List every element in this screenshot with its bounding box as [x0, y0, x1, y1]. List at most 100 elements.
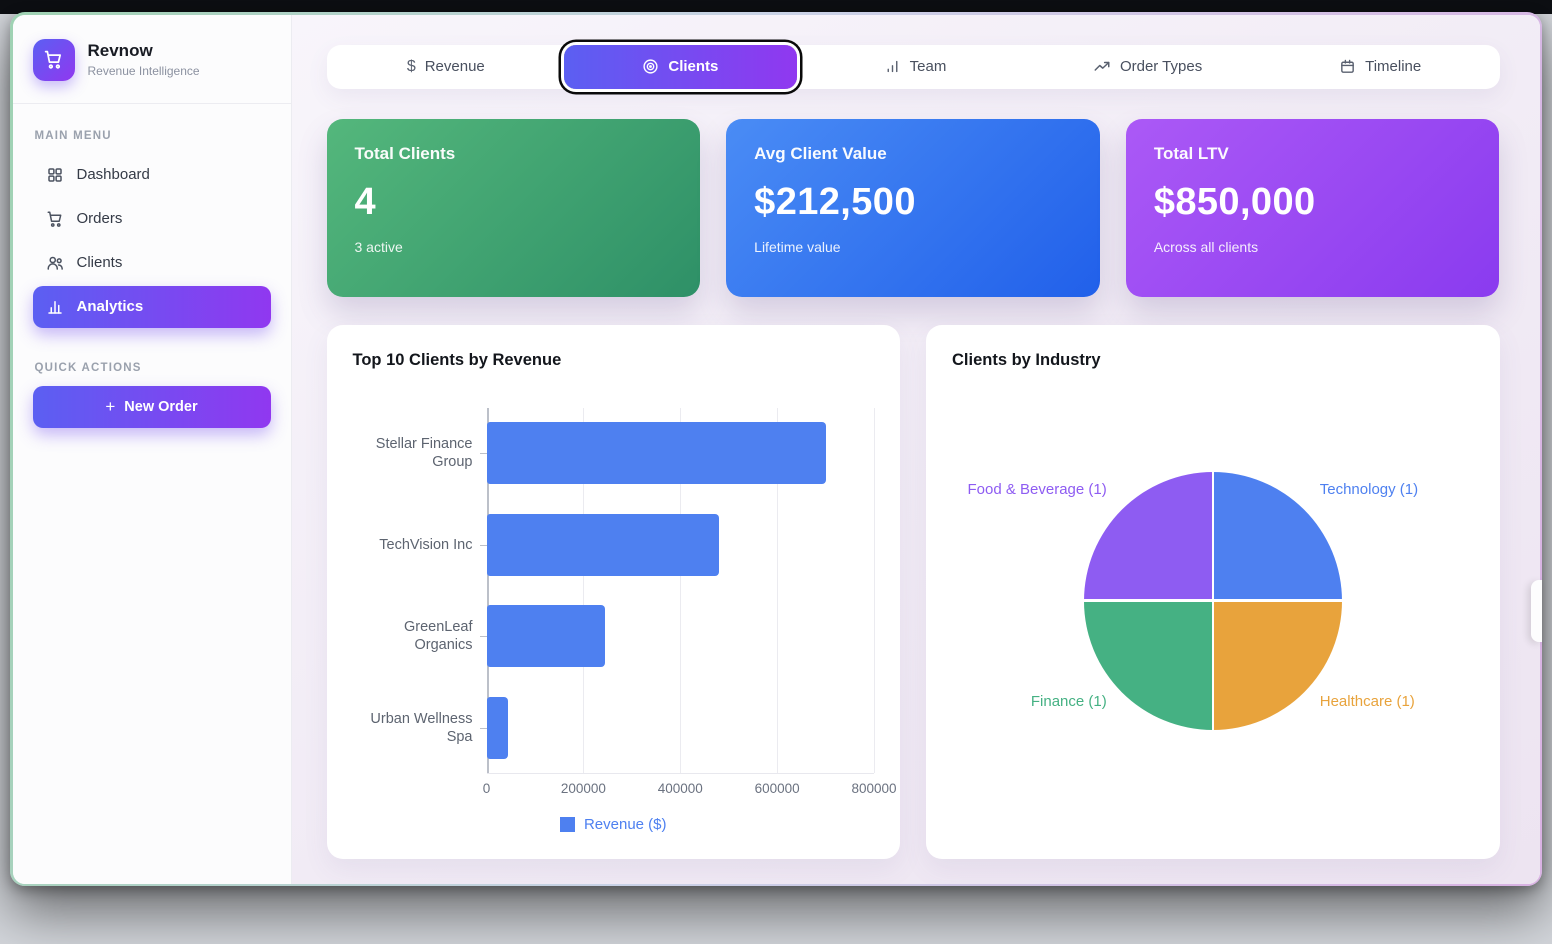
bar — [486, 605, 606, 668]
bar-chart-plot: 0 200000 400000 600000 800000 Stellar Finance… — [370, 407, 897, 796]
sidebar-item-orders[interactable]: Orders — [33, 198, 271, 240]
x-tick-label: 0 — [482, 780, 491, 796]
pie-chart-card: Clients by Industry Technology (1) Health… — [926, 324, 1500, 859]
y-tick-mark — [479, 453, 487, 455]
y-tick-mark — [479, 544, 487, 546]
app-window: Revnow Revenue Intelligence MAIN MENU Da… — [10, 12, 1542, 886]
bar — [486, 422, 826, 485]
stat-subtext: 3 active — [354, 238, 403, 255]
category-label: GreenLeaf Organics — [403, 619, 473, 654]
trending-up-icon — [1093, 58, 1111, 76]
pie-slice-label: Finance (1) — [1030, 692, 1107, 710]
stat-value: 4 — [354, 180, 377, 223]
sidebar-item-label: Orders — [76, 210, 123, 227]
y-axis-line — [486, 407, 489, 773]
cart-icon — [43, 49, 64, 70]
bar-chart-icon — [46, 298, 64, 316]
stat-subtext: Across all clients — [1153, 238, 1259, 255]
bar — [486, 513, 719, 576]
pie-slice-label: Technology (1) — [1319, 480, 1419, 498]
x-tick-label: 600000 — [754, 780, 800, 796]
bar-row — [486, 499, 875, 591]
pie-slice-label: Food & Beverage (1) — [967, 480, 1107, 498]
pie-slice-label: Healthcare (1) — [1319, 692, 1415, 710]
tab-label: Timeline — [1365, 58, 1422, 75]
analytics-tabbar: $ Revenue Clients — [326, 44, 1500, 89]
bar — [486, 696, 509, 759]
stat-value: $850,000 — [1153, 180, 1316, 223]
bar-chart-icon — [884, 58, 901, 75]
sidebar-item-label: Dashboard — [76, 166, 150, 183]
gridline — [680, 407, 682, 773]
chart-legend[interactable]: Revenue ($) — [353, 816, 875, 833]
calendar-icon — [1339, 58, 1356, 75]
app-window-content: Revnow Revenue Intelligence MAIN MENU Da… — [12, 14, 1540, 884]
stat-title: Total Clients — [354, 143, 456, 163]
x-tick-label: 200000 — [560, 780, 606, 796]
pie-chart — [1083, 471, 1342, 730]
legend-label: Revenue ($) — [583, 815, 667, 833]
tab-label: Team — [909, 58, 947, 75]
bar-row — [486, 408, 875, 500]
main-content: $ Revenue Clients — [291, 14, 1540, 884]
legend-swatch — [559, 816, 575, 832]
stat-title: Avg Client Value — [754, 143, 887, 163]
sidebar-item-label: Analytics — [76, 298, 144, 315]
pie-chart-area: Technology (1) Healthcare (1) Finance (1) F… — [952, 376, 1474, 826]
stat-value: $212,500 — [754, 180, 916, 223]
stat-cards: Total Clients 4 3 active Avg Client Valu… — [326, 118, 1500, 297]
category-label: Stellar Finance Group — [375, 436, 473, 471]
bar-row — [486, 591, 875, 683]
gridline — [777, 407, 779, 773]
brand: Revnow Revenue Intelligence — [12, 37, 291, 104]
tab-revenue[interactable]: $ Revenue — [330, 45, 563, 89]
side-drawer-handle[interactable] — [1531, 580, 1542, 642]
category-label: TechVision Inc — [379, 536, 473, 553]
quick-actions-label: QUICK ACTIONS — [34, 361, 142, 374]
tab-order-types[interactable]: Order Types — [1031, 45, 1264, 89]
new-order-label: New Order — [124, 398, 198, 415]
desktop-top-strip — [0, 0, 1552, 14]
brand-tagline: Revenue Intelligence — [87, 64, 200, 78]
stat-card-avg-client-value: Avg Client Value $212,500 Lifetime value — [726, 118, 1100, 297]
brand-logo — [32, 38, 75, 81]
stat-card-total-ltv: Total LTV $850,000 Across all clients — [1125, 118, 1500, 297]
bar-chart-title: Top 10 Clients by Revenue — [352, 350, 562, 369]
tab-label: Clients — [668, 58, 719, 75]
y-tick-mark — [479, 636, 487, 638]
main-menu-label: MAIN MENU — [34, 129, 112, 142]
cart-icon — [46, 210, 64, 228]
tab-label: Revenue — [424, 58, 485, 75]
dollar-icon: $ — [406, 57, 416, 75]
sidebar: Revnow Revenue Intelligence MAIN MENU Da… — [12, 14, 292, 884]
target-icon — [642, 58, 659, 75]
new-order-button[interactable]: + New Order — [32, 385, 271, 428]
brand-name: Revnow — [87, 41, 153, 60]
y-tick-mark — [479, 727, 487, 729]
tab-clients[interactable]: Clients — [564, 44, 797, 89]
gridline — [874, 407, 875, 773]
category-label: Urban Wellness Spa — [370, 710, 473, 745]
sidebar-item-label: Clients — [76, 254, 123, 271]
bar-row — [486, 682, 875, 774]
stat-subtext: Lifetime value — [754, 238, 841, 255]
grid-icon — [46, 166, 64, 184]
plus-icon: + — [105, 396, 116, 416]
bar-chart-card: Top 10 Clients by Revenue 0 200000 400000 6… — [326, 324, 900, 859]
sidebar-item-dashboard[interactable]: Dashboard — [33, 154, 271, 196]
charts-row: Top 10 Clients by Revenue 0 200000 400000 6… — [326, 324, 1500, 859]
x-tick-label: 400000 — [657, 780, 703, 796]
brand-text: Revnow Revenue Intelligence — [88, 41, 200, 78]
stat-card-total-clients: Total Clients 4 3 active — [326, 118, 701, 297]
sidebar-item-analytics[interactable]: Analytics — [32, 285, 271, 328]
tab-timeline[interactable]: Timeline — [1264, 45, 1497, 89]
tab-team[interactable]: Team — [799, 45, 1032, 89]
pie-slice-border — [1083, 599, 1342, 602]
stat-title: Total LTV — [1153, 143, 1229, 163]
gridline — [583, 407, 585, 773]
x-tick-label: 800000 — [851, 780, 897, 796]
users-icon — [46, 254, 64, 272]
pie-chart-title: Clients by Industry — [952, 350, 1101, 369]
sidebar-item-clients[interactable]: Clients — [33, 242, 271, 284]
tab-label: Order Types — [1119, 58, 1203, 75]
